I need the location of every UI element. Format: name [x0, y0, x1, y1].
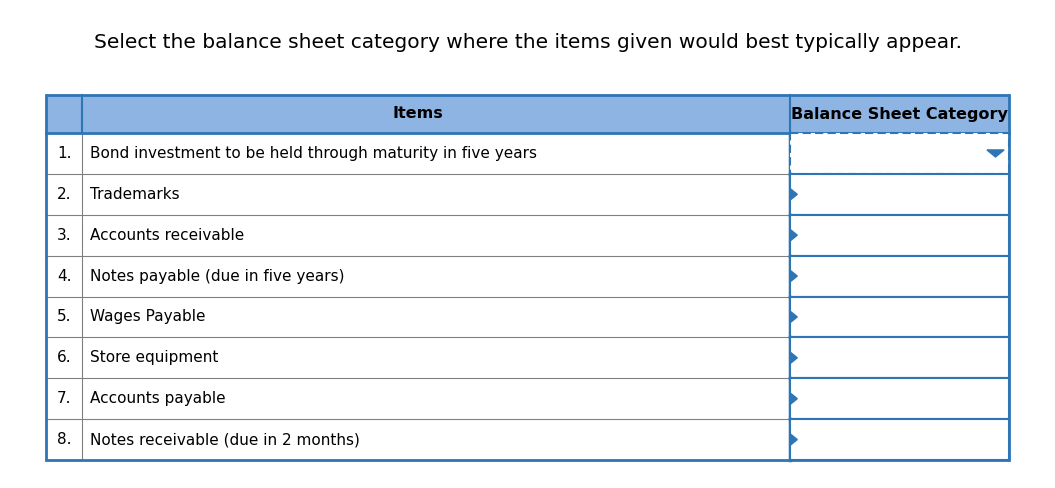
- Polygon shape: [790, 433, 798, 446]
- Polygon shape: [790, 188, 798, 200]
- Polygon shape: [790, 270, 798, 282]
- Text: Select the balance sheet category where the items given would best typically app: Select the balance sheet category where …: [94, 33, 961, 52]
- Bar: [790, 174, 1009, 215]
- Bar: [790, 297, 1009, 337]
- Text: Bond investment to be held through maturity in five years: Bond investment to be held through matur…: [90, 146, 537, 161]
- Polygon shape: [987, 150, 1004, 157]
- Text: Wages Payable: Wages Payable: [90, 309, 206, 325]
- Text: 8.: 8.: [57, 432, 72, 447]
- Text: Accounts receivable: Accounts receivable: [90, 228, 244, 243]
- Bar: [46, 95, 1009, 133]
- Bar: [790, 419, 1009, 460]
- Bar: [790, 215, 1009, 256]
- Text: Store equipment: Store equipment: [90, 350, 218, 366]
- Text: Trademarks: Trademarks: [90, 187, 179, 202]
- Text: Accounts payable: Accounts payable: [90, 391, 226, 406]
- Text: 3.: 3.: [57, 228, 72, 243]
- Text: 5.: 5.: [57, 309, 72, 325]
- Bar: [790, 133, 1009, 174]
- Bar: [46, 95, 1009, 460]
- Text: Balance Sheet Category: Balance Sheet Category: [791, 106, 1008, 122]
- Polygon shape: [790, 311, 798, 323]
- Text: 2.: 2.: [57, 187, 72, 202]
- Polygon shape: [790, 352, 798, 364]
- Text: 4.: 4.: [57, 268, 72, 284]
- Text: 7.: 7.: [57, 391, 72, 406]
- Text: 6.: 6.: [57, 350, 72, 366]
- Bar: [790, 378, 1009, 419]
- Polygon shape: [790, 229, 798, 241]
- Text: Items: Items: [392, 106, 443, 122]
- Text: Notes receivable (due in 2 months): Notes receivable (due in 2 months): [90, 432, 360, 447]
- Text: Notes payable (due in five years): Notes payable (due in five years): [90, 268, 344, 284]
- Bar: [790, 337, 1009, 378]
- Text: 1.: 1.: [57, 146, 72, 161]
- Polygon shape: [790, 393, 798, 405]
- Bar: [790, 256, 1009, 297]
